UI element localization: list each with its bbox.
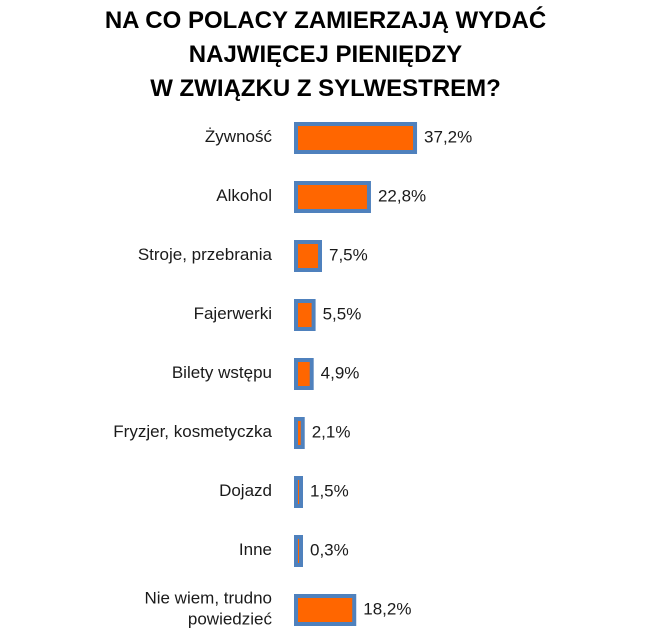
chart-title: NA CO POLACY ZAMIERZAJĄ WYDAĆ NAJWIĘCEJ … [0,4,651,106]
category-label-1: Żywność [205,127,273,146]
category-label-2: Alkohol [216,186,272,205]
value-label-2: 22,8% [378,186,426,205]
category-label-3: Stroje, przebrania [138,245,273,264]
bar-5 [294,358,314,390]
bar-1 [294,122,418,154]
category-label-6: Fryzjer, kosmetyczka [113,422,272,441]
bar-9 [294,594,357,626]
bar-4 [294,299,316,331]
bar-3 [294,240,322,272]
bar-2 [294,181,371,213]
category-label-line: Inne [239,540,272,559]
value-label-3: 7,5% [329,245,368,264]
category-label-5: Bilety wstępu [172,363,272,382]
category-label-line: Fryzjer, kosmetyczka [113,422,272,441]
category-label-line: Nie wiem, trudno [144,589,272,608]
value-label-9: 18,2% [363,599,411,618]
value-label-7: 1,5% [310,481,349,500]
chart-title-line-3: W ZWIĄZKU Z SYLWESTREM? [150,75,501,102]
category-label-line: powiedzieć [188,610,273,629]
category-label-line: Bilety wstępu [172,363,272,382]
category-label-7: Dojazd [219,481,272,500]
bar-8 [294,535,303,567]
value-label-1: 37,2% [424,127,472,146]
chart-title-line-1: NA CO POLACY ZAMIERZAJĄ WYDAĆ [104,7,547,34]
bar-7 [294,476,303,508]
category-label-4: Fajerwerki [194,304,272,323]
value-label-4: 5,5% [323,304,362,323]
category-label-line: Żywność [205,127,273,146]
value-label-8: 0,3% [310,540,349,559]
category-label-9: Nie wiem, trudno powiedzieć [144,589,272,629]
category-label-8: Inne [239,540,272,559]
value-label-6: 2,1% [312,422,351,441]
category-label-line: Alkohol [216,186,272,205]
category-label-line: Fajerwerki [194,304,272,323]
category-label-line: Dojazd [219,481,272,500]
value-label-5: 4,9% [321,363,360,382]
category-label-line: Stroje, przebrania [138,245,273,264]
chart-title-line-2: NAJWIĘCEJ PIENIĘDZY [188,41,463,68]
bar-6 [294,417,305,449]
